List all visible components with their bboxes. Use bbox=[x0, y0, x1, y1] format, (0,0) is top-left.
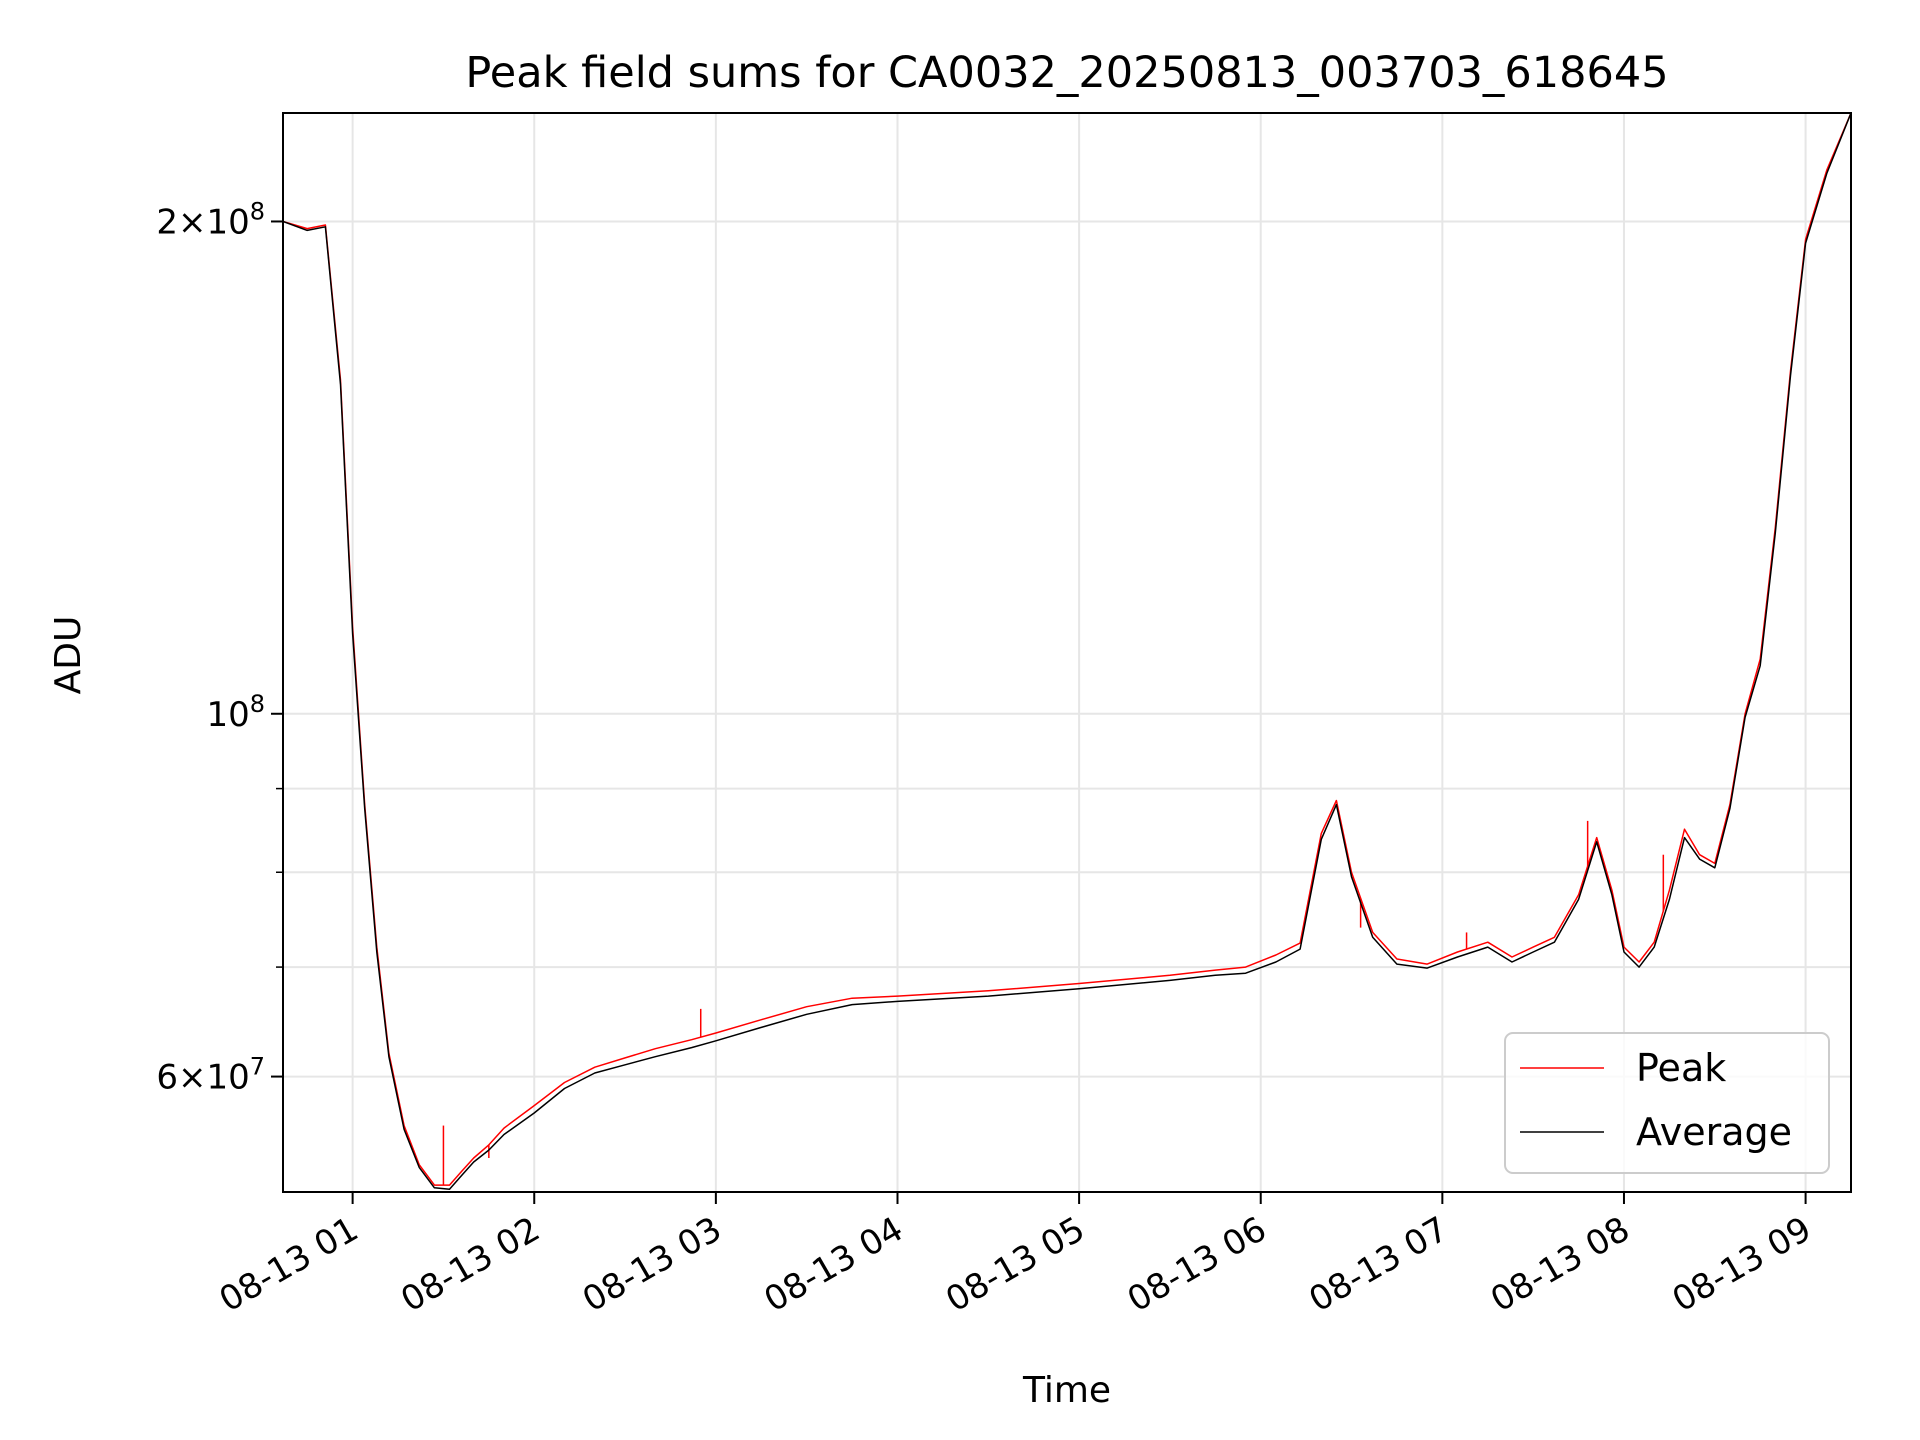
legend: Peak Average bbox=[1504, 1032, 1830, 1174]
x-tick-label: 08-13 03 bbox=[576, 1209, 728, 1320]
y-axis-title: ADU bbox=[48, 616, 89, 695]
x-tick-label: 08-13 09 bbox=[1666, 1209, 1818, 1320]
legend-label-peak: Peak bbox=[1636, 1046, 1726, 1090]
series-layer bbox=[283, 113, 1851, 1190]
x-tick-label: 08-13 01 bbox=[213, 1209, 365, 1320]
legend-label-average: Average bbox=[1636, 1110, 1792, 1154]
x-axis: 08-13 01 08-13 02 08-13 03 08-13 04 08-13 05… bbox=[213, 1192, 1818, 1320]
x-tick-label: 08-13 02 bbox=[394, 1209, 546, 1320]
x-tick-label: 08-13 06 bbox=[1121, 1209, 1273, 1320]
x-tick-label: 08-13 04 bbox=[758, 1209, 910, 1320]
series-line-peak bbox=[283, 113, 1851, 1186]
y-tick-label: 108 bbox=[206, 690, 265, 735]
x-tick-label: 08-13 08 bbox=[1484, 1209, 1636, 1320]
x-axis-title: Time bbox=[1022, 1370, 1111, 1411]
plot-frame bbox=[282, 112, 1852, 1193]
y-axis: 6×107 108 2×108 bbox=[156, 197, 283, 1098]
chart-title: Peak field sums for CA0032_20250813_0037… bbox=[465, 48, 1668, 98]
x-tick-label: 08-13 05 bbox=[939, 1209, 1091, 1320]
grid bbox=[283, 113, 1851, 1192]
x-tick-label: 08-13 07 bbox=[1302, 1209, 1454, 1320]
y-tick-label: 2×108 bbox=[156, 197, 265, 242]
y-tick-label: 6×107 bbox=[156, 1053, 265, 1098]
series-line-average bbox=[283, 113, 1851, 1190]
